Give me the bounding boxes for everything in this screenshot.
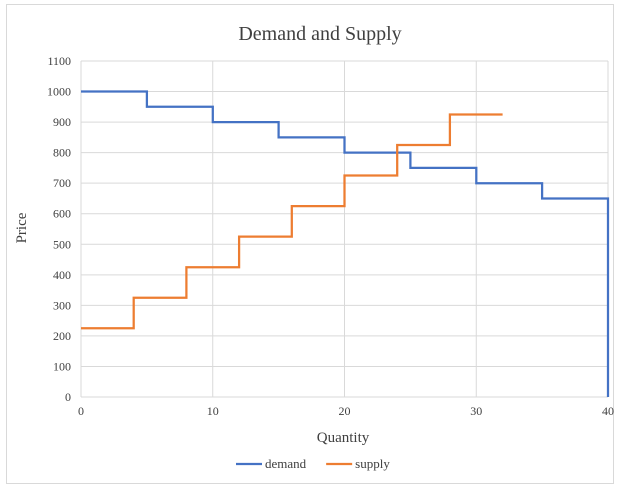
- y-tick-label: 300: [53, 298, 71, 312]
- x-tick-label: 0: [78, 404, 84, 418]
- x-tick-label: 40: [602, 404, 614, 418]
- y-tick-label: 0: [65, 390, 71, 404]
- y-tick-label: 200: [53, 329, 71, 343]
- x-tick-label: 30: [470, 404, 482, 418]
- y-tick-label: 400: [53, 268, 71, 282]
- y-tick-label: 100: [53, 359, 71, 373]
- y-tick-label: 500: [53, 237, 71, 251]
- x-axis-ticks: 0 10 20 30 40: [78, 404, 614, 418]
- x-tick-label: 20: [339, 404, 351, 418]
- series-line-supply: [81, 113, 503, 330]
- legend-label-demand: demand: [265, 456, 307, 471]
- series-lines: [81, 90, 610, 397]
- y-tick-label: 800: [53, 146, 71, 160]
- chart-title: Demand and Supply: [238, 23, 401, 45]
- y-tick-label: 1100: [47, 54, 71, 68]
- y-axis-label: Price: [14, 212, 30, 243]
- y-tick-label: 700: [53, 176, 71, 190]
- y-tick-label: 900: [53, 115, 71, 129]
- x-axis-label: Quantity: [317, 430, 370, 446]
- y-axis-ticks: 0 100 200 300 400 500 600 700 800 900 1000 1100: [47, 54, 71, 404]
- grid-lines: [80, 60, 609, 398]
- y-tick-label: 1000: [47, 85, 71, 99]
- y-tick-label: 600: [53, 207, 71, 221]
- legend: demand supply: [236, 456, 390, 471]
- x-tick-label: 10: [207, 404, 219, 418]
- series-line-demand: [81, 90, 610, 397]
- legend-label-supply: supply: [355, 456, 390, 471]
